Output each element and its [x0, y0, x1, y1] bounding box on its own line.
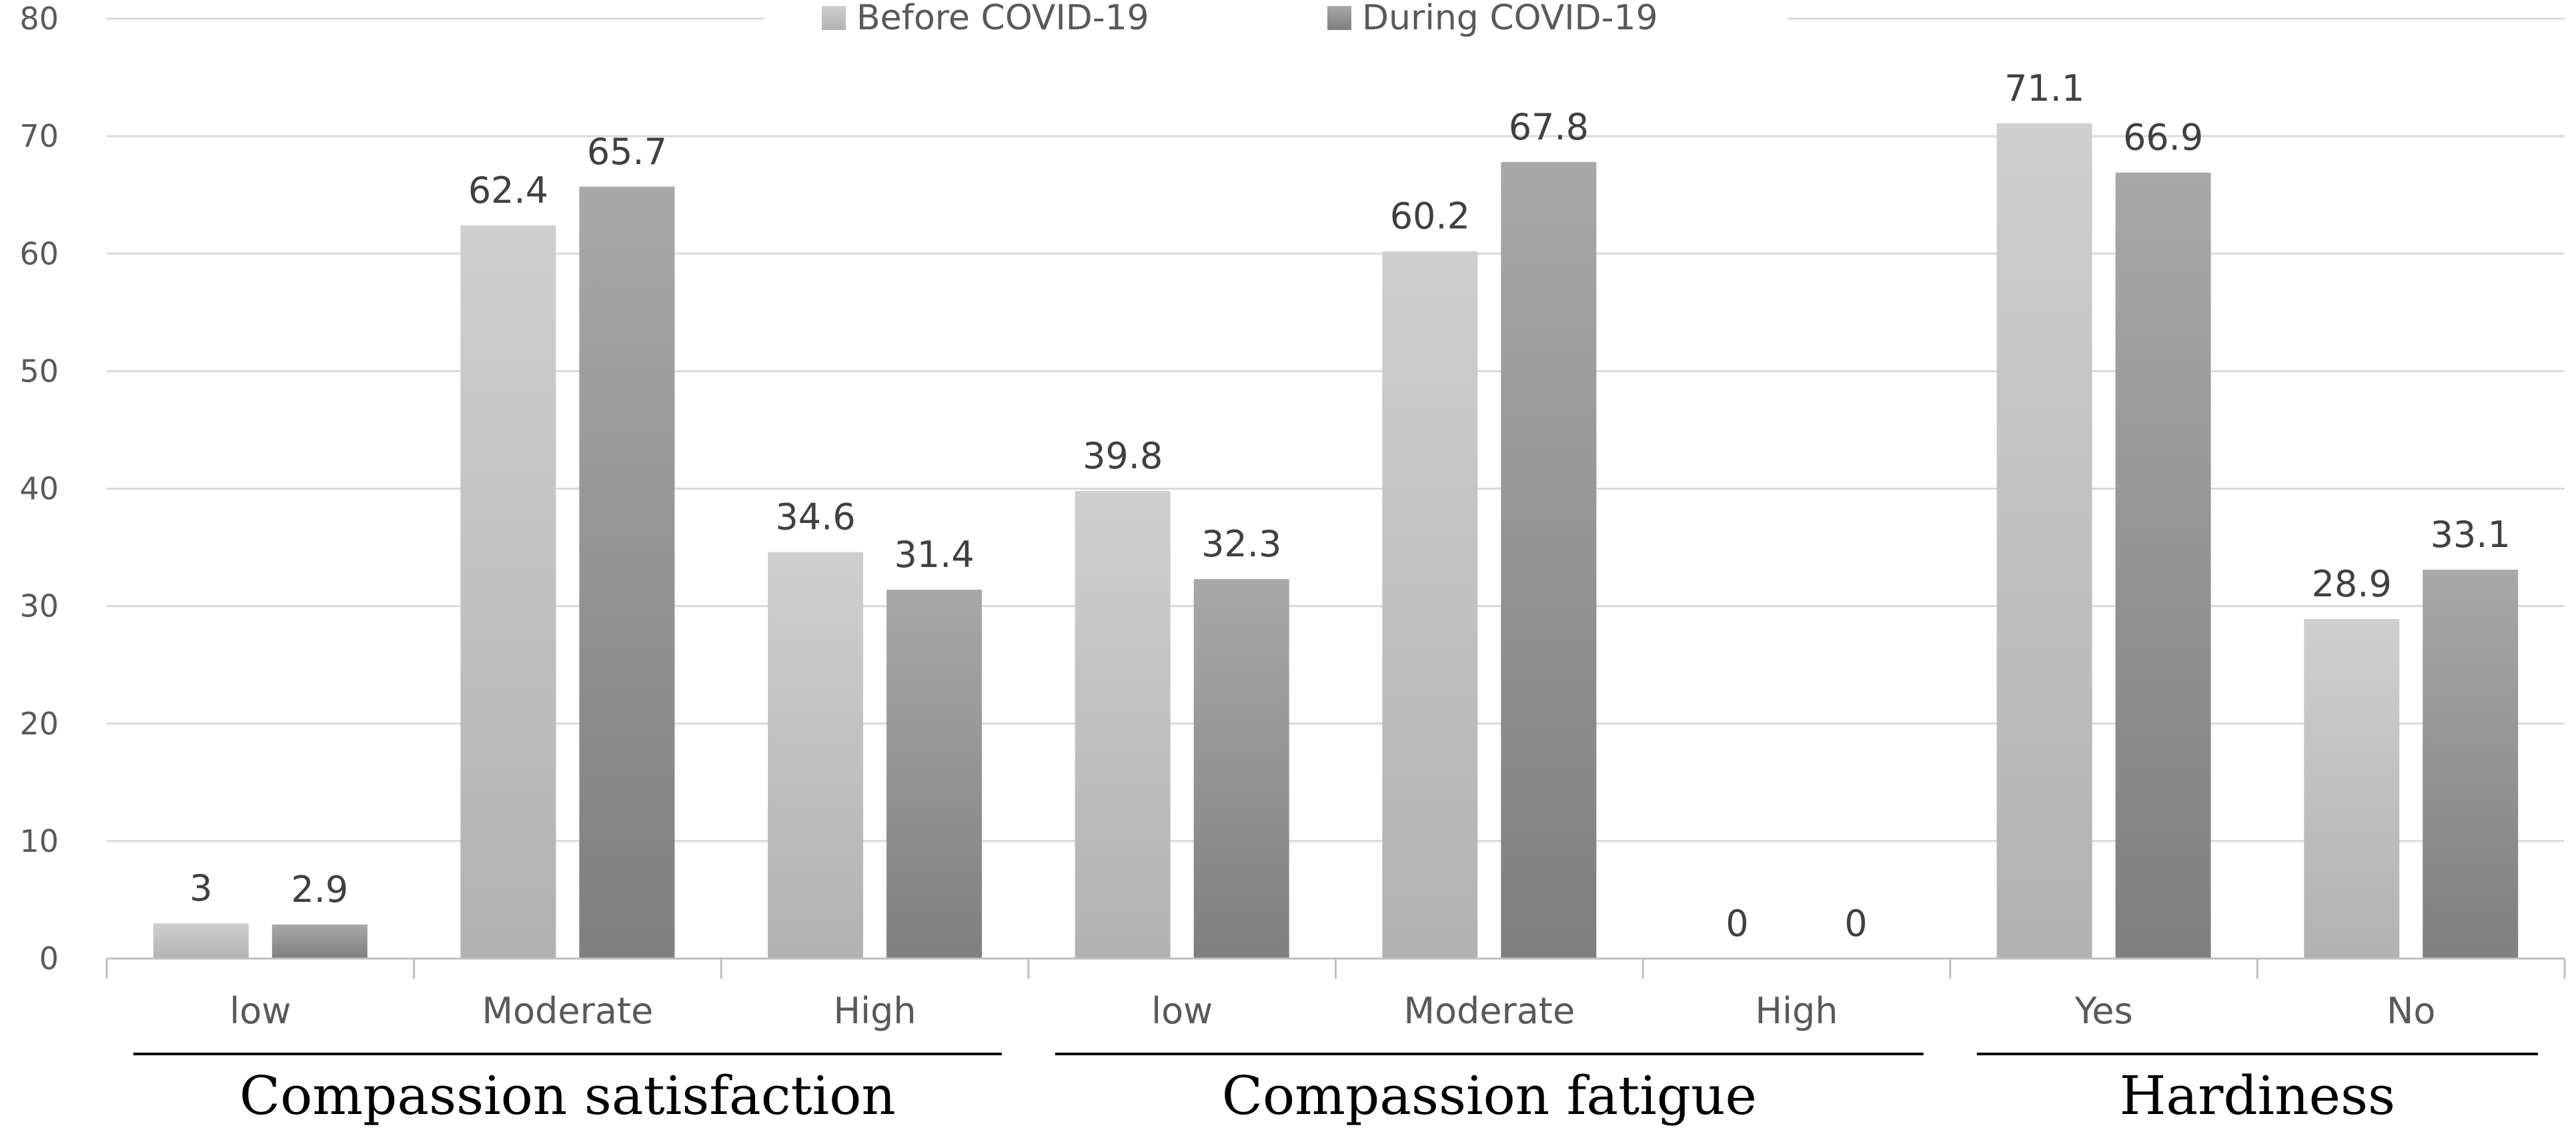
data-label: 62.4: [468, 169, 548, 211]
y-tick-label: 10: [19, 823, 59, 859]
x-category-label: High: [1755, 990, 1838, 1032]
x-category-label: No: [2387, 990, 2435, 1032]
data-label: 71.1: [2004, 67, 2084, 109]
bar: [1075, 491, 1171, 959]
bar: [579, 186, 675, 959]
data-label: 32.3: [1201, 523, 1281, 565]
legend: Before COVID-19 During COVID-19: [764, 0, 1788, 41]
data-label: 39.8: [1083, 435, 1163, 477]
bar: [2304, 618, 2400, 959]
legend-background: [764, 0, 1788, 41]
bar: [460, 225, 556, 959]
data-label: 67.8: [1509, 106, 1589, 148]
legend-swatch: [822, 6, 846, 30]
y-tick-label: 80: [19, 1, 59, 37]
bar: [1193, 579, 1289, 959]
data-label: 2.9: [291, 869, 348, 911]
data-label: 60.2: [1390, 195, 1470, 237]
y-tick-label: 60: [19, 235, 59, 271]
bar: [271, 924, 368, 959]
x-category-label: Moderate: [482, 990, 654, 1032]
data-label: 0: [1726, 903, 1748, 945]
y-tick-label: 40: [19, 471, 59, 507]
bar: [153, 923, 249, 959]
bar: [1996, 123, 2092, 959]
data-label: 34.6: [775, 496, 855, 538]
bar: [2423, 570, 2519, 959]
data-labels: 3 2.9 62.4 65.7 34.6 31.4 39.8 32.3 60.2 67.8 0 0 71…: [189, 67, 2511, 945]
legend-swatch: [1327, 6, 1351, 30]
legend-entry: Before COVID-19: [856, 0, 1149, 38]
data-label: 0: [1844, 903, 1867, 945]
y-tick-label: 0: [39, 941, 59, 977]
x-category-label: High: [834, 990, 916, 1032]
bar: [886, 589, 983, 959]
x-category-label: Yes: [2074, 990, 2132, 1032]
bar: [1501, 161, 1597, 959]
group-label: Compassion satisfaction: [239, 1065, 896, 1127]
bar: [2115, 172, 2211, 959]
y-tick-label: 70: [19, 118, 59, 154]
y-tick-label: 30: [19, 588, 59, 624]
y-tick-label: 20: [19, 706, 59, 742]
data-label: 3: [189, 867, 212, 909]
data-label: 33.1: [2431, 514, 2511, 556]
category-groups: Compassion satisfaction Compassion fatigu…: [133, 1053, 2538, 1127]
bar: [768, 552, 864, 959]
x-category-label: low: [229, 990, 291, 1032]
group-label: Hardiness: [2120, 1065, 2395, 1127]
legend-entry: During COVID-19: [1362, 0, 1658, 38]
data-label: 28.9: [2312, 563, 2392, 605]
y-tick-label: 50: [19, 353, 59, 389]
x-category-label: Moderate: [1403, 990, 1575, 1032]
data-label: 31.4: [894, 534, 974, 576]
data-label: 66.9: [2123, 117, 2203, 159]
x-category-label: low: [1151, 990, 1213, 1032]
bars: [153, 123, 2519, 959]
group-label: Compassion fatigue: [1222, 1065, 1757, 1127]
bar: [1382, 251, 1478, 959]
data-label: 65.7: [587, 131, 667, 173]
